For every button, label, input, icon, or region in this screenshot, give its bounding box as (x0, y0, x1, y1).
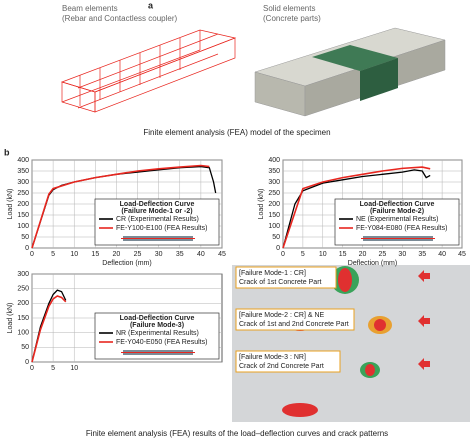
y-tick-label: 50 (21, 234, 29, 241)
x-axis-label: Deflection (mm) (102, 260, 151, 267)
panel-label: b (4, 147, 10, 157)
failure-mode: [Failure Mode-3 : NR] (239, 354, 306, 361)
legend-title: Load-Deflection Curve (120, 315, 195, 322)
arrow-icon (418, 315, 430, 327)
y-tick-label: 0 (25, 245, 29, 252)
x-tick-label: 25 (379, 251, 387, 258)
label-box (235, 266, 337, 289)
x-tick-label: 0 (30, 365, 34, 372)
x-tick-label: 10 (70, 251, 78, 258)
x-tick-label: 20 (113, 251, 121, 258)
caption: Finite element analysis (FEA) model of t… (143, 128, 330, 137)
legend-label: NR (Experimental Results) (116, 330, 199, 337)
legend-title: Load-Deflection Curve (360, 201, 435, 208)
legend-title: Load-Deflection Curve (120, 201, 195, 208)
solid-subtitle: (Concrete parts) (263, 14, 321, 23)
x-tick-label: 25 (134, 251, 142, 258)
legend-label: NE (Experimental Results) (356, 216, 438, 223)
x-tick-label: 40 (438, 251, 446, 258)
legend-label: FE-Y040-E050 (FEA Results) (116, 339, 207, 346)
series-line (31, 289, 67, 363)
legend-label: FE-Y100-E100 (FEA Results) (116, 225, 207, 232)
y-tick-label: 150 (268, 212, 280, 219)
y-tick-label: 400 (17, 157, 29, 164)
y-tick-label: 100 (268, 223, 280, 230)
x-tick-label: 5 (51, 251, 55, 258)
y-tick-label: 300 (17, 271, 29, 278)
label-box (235, 350, 341, 373)
y-axis-label: Load (kN) (258, 189, 265, 220)
legend-label: CR (Experimental Results) (116, 216, 199, 223)
y-tick-label: 400 (268, 157, 280, 164)
y-tick-label: 0 (25, 359, 29, 366)
y-axis-label: Load (kN) (7, 189, 14, 220)
crack-zone (282, 403, 318, 417)
x-tick-label: 0 (30, 251, 34, 258)
y-tick-label: 50 (272, 234, 280, 241)
legend-title: (Failure Mode-1 or -2) (121, 208, 192, 215)
y-tick-label: 300 (17, 179, 29, 186)
x-tick-label: 20 (359, 251, 367, 258)
y-tick-label: 50 (21, 344, 29, 351)
solid-title: Solid elements (263, 4, 315, 13)
x-tick-label: 5 (51, 365, 55, 372)
crack-text: Crack of 1st Concrete Part (239, 279, 322, 286)
panel-label: a (148, 0, 154, 10)
failure-mode: [Failure Mode-1 : CR] (239, 270, 306, 277)
y-tick-label: 350 (268, 168, 280, 175)
arrow-icon (418, 270, 430, 282)
crack-text: Crack of 2nd Concrete Part (239, 363, 324, 370)
caption: Finite element analysis (FEA) results of… (86, 429, 388, 438)
y-tick-label: 0 (276, 245, 280, 252)
crack-text: Crack of 1st and 2nd Concrete Part (239, 321, 349, 328)
series-line (31, 295, 67, 363)
y-tick-label: 250 (17, 286, 29, 293)
y-tick-label: 150 (17, 212, 29, 219)
y-tick-label: 200 (17, 300, 29, 307)
legend-label: FE-Y084-E080 (FEA Results) (356, 225, 447, 232)
x-tick-label: 30 (155, 251, 163, 258)
crack-panel (232, 265, 470, 422)
y-tick-label: 150 (17, 315, 29, 322)
y-axis-label: Load (kN) (7, 303, 14, 334)
x-tick-label: 40 (197, 251, 205, 258)
x-tick-label: 15 (339, 251, 347, 258)
x-tick-label: 0 (281, 251, 285, 258)
x-tick-label: 45 (458, 251, 466, 258)
solid-model (254, 27, 446, 117)
y-tick-label: 100 (17, 223, 29, 230)
x-tick-label: 35 (418, 251, 426, 258)
y-tick-label: 300 (268, 179, 280, 186)
legend-title: (Failure Mode-3) (130, 322, 184, 329)
x-tick-label: 35 (176, 251, 184, 258)
arrow-icon (418, 358, 430, 370)
x-tick-label: 10 (70, 365, 78, 372)
y-tick-label: 200 (17, 201, 29, 208)
beam-title: Beam elements (62, 4, 118, 13)
series-line (31, 164, 210, 249)
y-tick-label: 350 (17, 168, 29, 175)
beam-subtitle: (Rebar and Contactless coupler) (62, 14, 178, 23)
y-tick-label: 100 (17, 330, 29, 337)
x-axis-label: Deflection (mm) (348, 260, 397, 267)
x-tick-label: 10 (319, 251, 327, 258)
legend-title: (Failure Mode-2) (370, 208, 424, 215)
y-tick-label: 250 (268, 190, 280, 197)
y-tick-label: 250 (17, 190, 29, 197)
crack-zone (338, 268, 352, 292)
x-tick-label: 5 (301, 251, 305, 258)
beam-wireframe (60, 29, 237, 113)
failure-mode: [Failure Mode-2 : CR] & NE (239, 312, 325, 319)
label-box (235, 308, 355, 331)
crack-zone (374, 319, 386, 331)
x-tick-label: 30 (398, 251, 406, 258)
series-line (282, 166, 431, 249)
x-tick-label: 45 (218, 251, 226, 258)
crack-zone (365, 364, 375, 376)
y-tick-label: 200 (268, 201, 280, 208)
x-tick-label: 15 (91, 251, 99, 258)
